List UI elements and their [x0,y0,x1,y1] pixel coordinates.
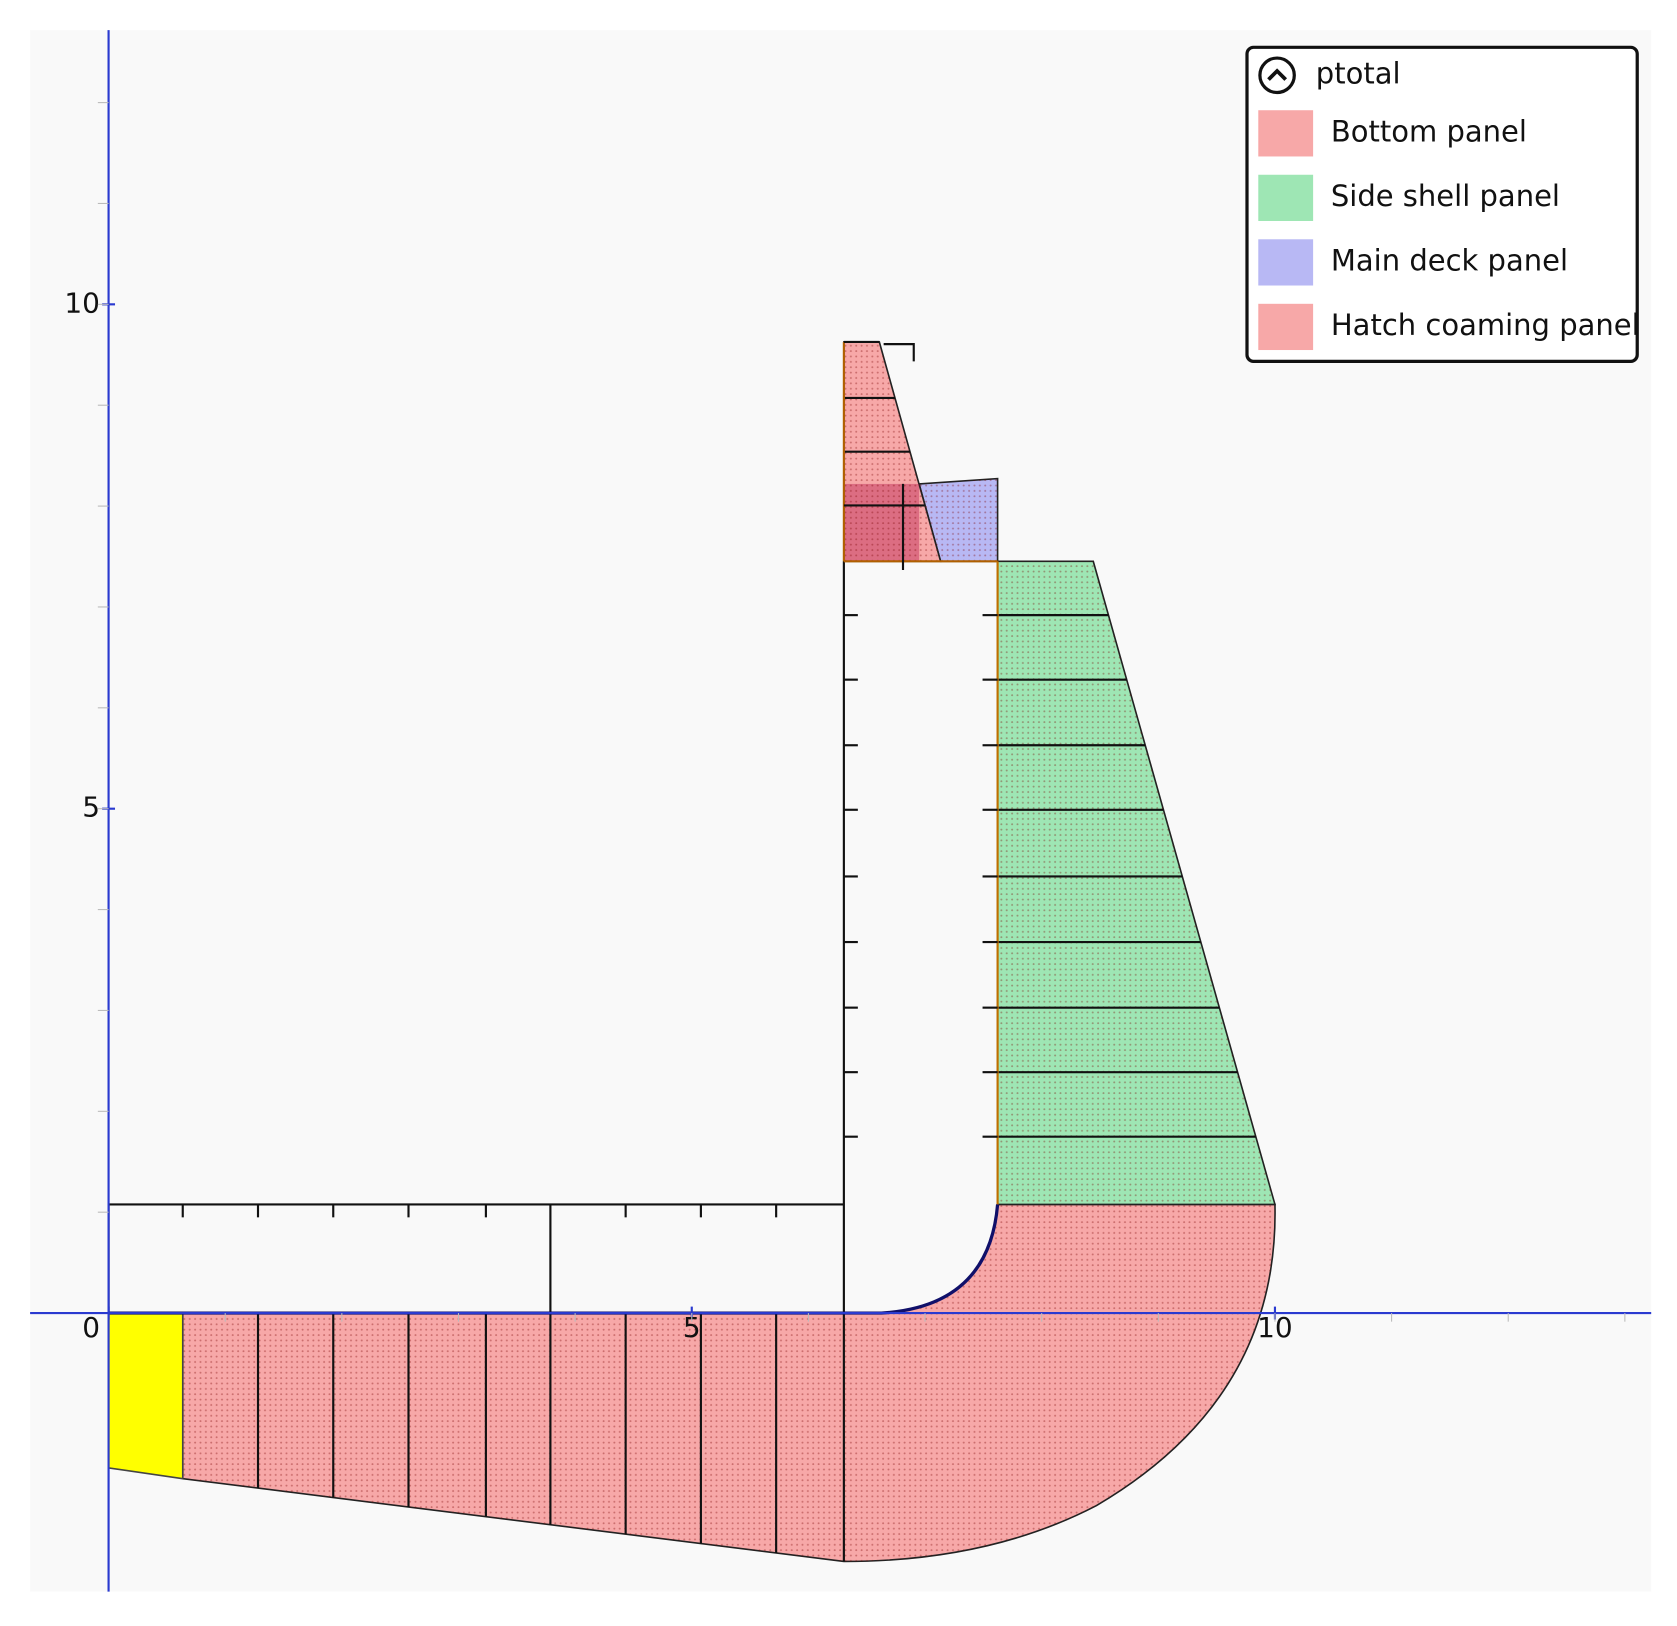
texture [182,341,1276,1562]
legend-label: Side shell panel [1331,179,1560,213]
legend-title: ptotal [1316,56,1401,90]
legend-label: Bottom panel [1331,114,1527,148]
x-tick-label: 5 [683,1311,701,1344]
legend: ptotal Bottom panel Side shell panel Main … [1245,45,1640,363]
collapse-button[interactable] [1258,56,1296,95]
legend-items: Bottom panel Side shell panel Main deck pa… [1258,110,1640,351]
legend-label: Main deck panel [1331,243,1568,277]
legend-swatch [1258,303,1314,351]
x-tick-label: 0 [82,1311,100,1344]
collapse-icon [1267,68,1288,81]
y-tick-label: 10 [64,286,100,319]
legend-swatch [1258,174,1314,221]
keel-region [107,1312,184,1480]
legend-swatch [1258,110,1314,157]
strip-lines [256,396,1256,1562]
stiffener-ticks [181,614,998,1218]
legend-label: Hatch coaming panel [1331,308,1640,342]
y-tick-label: 5 [82,791,100,824]
legend-box [1245,45,1639,363]
legend-swatch [1258,239,1314,286]
